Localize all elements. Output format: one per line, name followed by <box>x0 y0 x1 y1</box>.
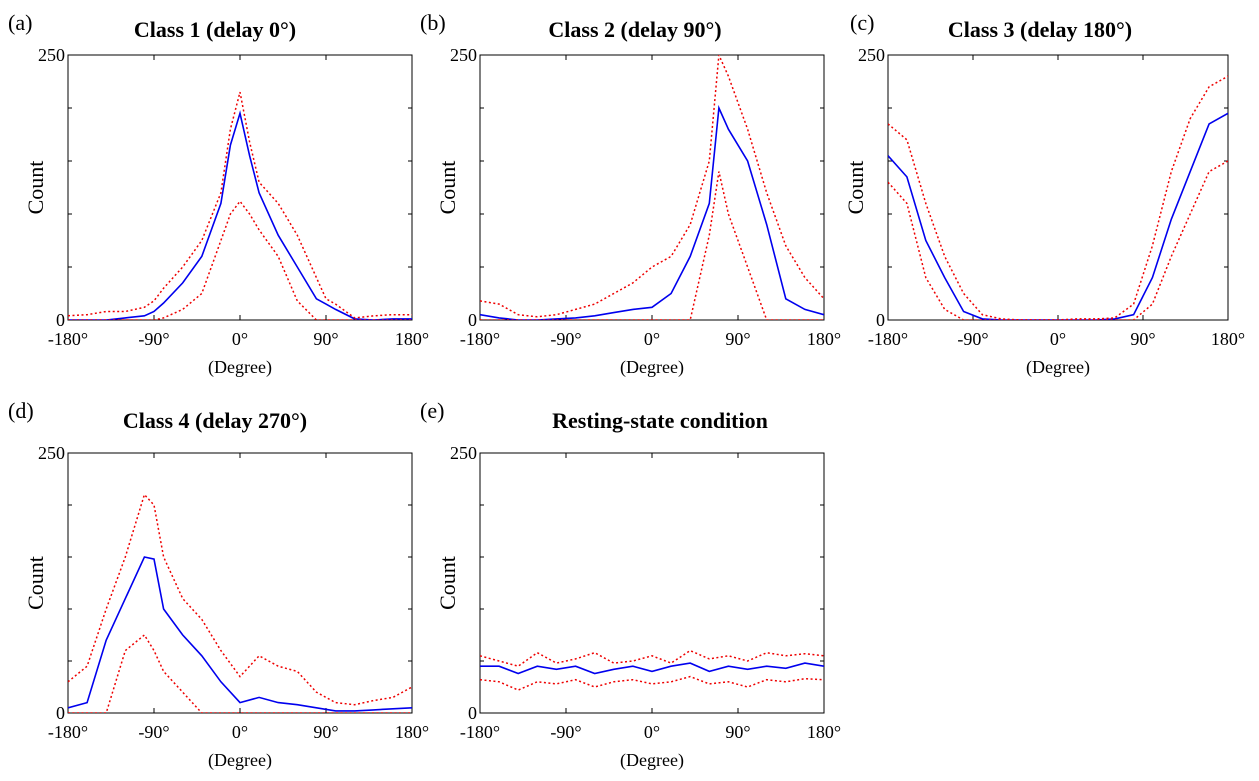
x-tick-label: 90° <box>313 329 338 349</box>
panel-letter: (b) <box>420 10 446 35</box>
y-axis-label: Count <box>435 161 460 215</box>
panel-d: (d) Class 4 (delay 270°) -180° -90° 0° 90° 180… <box>8 398 429 771</box>
y-axis-label: Count <box>23 556 48 610</box>
axes-frame <box>67 54 413 321</box>
x-tick-label: -90° <box>138 722 169 742</box>
x-tick-label: -90° <box>957 329 988 349</box>
y-tick-label: 250 <box>858 45 885 65</box>
panel-a: (a) Class 1 (delay 0°) -180° -90° 0° 90° 180° 0… <box>8 10 429 378</box>
chart-title: Class 1 (delay 0°) <box>134 17 296 42</box>
series-line-mean <box>68 110 412 320</box>
series-line-bound <box>480 55 824 318</box>
x-tick-label: 90° <box>313 722 338 742</box>
axes-frame <box>67 452 413 714</box>
series-line-bound <box>480 675 824 691</box>
x-tick-label: 0° <box>644 329 660 349</box>
x-tick-label: 0° <box>232 329 248 349</box>
series-line-mean <box>888 112 1228 320</box>
x-axis-label: (Degree) <box>620 357 684 378</box>
x-tick-label: -180° <box>48 329 88 349</box>
series-line-mean <box>480 662 824 675</box>
x-tick-label: 0° <box>232 722 248 742</box>
series-line-bound <box>888 160 1228 320</box>
panel-c: (c) Class 3 (delay 180°) -180° -90° 0° 90° 180… <box>843 10 1245 378</box>
y-axis-label: Count <box>23 161 48 215</box>
x-tick-label: -180° <box>460 722 500 742</box>
chart-title: Class 3 (delay 180°) <box>948 17 1132 42</box>
panel-letter: (e) <box>420 398 444 423</box>
x-tick-label: -90° <box>138 329 169 349</box>
series-line-bound <box>480 649 824 668</box>
x-axis-label: (Degree) <box>208 357 272 378</box>
x-tick-label: 90° <box>725 329 750 349</box>
y-tick-label: 0 <box>56 310 65 330</box>
y-tick-label: 250 <box>38 45 65 65</box>
chart-title: Resting-state condition <box>552 408 768 433</box>
x-tick-label: -180° <box>868 329 908 349</box>
x-tick-label: 90° <box>725 722 750 742</box>
axes-frame <box>887 54 1229 321</box>
chart-title: Class 2 (delay 90°) <box>548 17 721 42</box>
chart-title: Class 4 (delay 270°) <box>123 408 307 433</box>
x-axis-label: (Degree) <box>208 750 272 771</box>
series-line-bound <box>68 200 412 320</box>
series-line-mean <box>480 104 824 320</box>
panel-letter: (a) <box>8 10 32 35</box>
panel-e: (e) Resting-state condition -180° -90° 0° 90°… <box>420 398 841 771</box>
axes-frame <box>479 54 825 321</box>
y-tick-label: 250 <box>38 443 65 463</box>
series-line-bound <box>68 493 412 706</box>
panel-letter: (d) <box>8 398 34 423</box>
x-tick-label: -180° <box>48 722 88 742</box>
series-line-mean <box>68 556 412 712</box>
x-tick-label: 180° <box>807 329 841 349</box>
series-line-bound <box>888 75 1228 320</box>
x-tick-label: -90° <box>550 329 581 349</box>
x-tick-label: -90° <box>550 722 581 742</box>
x-tick-label: 0° <box>644 722 660 742</box>
y-tick-label: 0 <box>468 310 477 330</box>
series-line-bound <box>68 91 412 319</box>
x-axis-label: (Degree) <box>1026 357 1090 378</box>
x-tick-label: 0° <box>1050 329 1066 349</box>
panel-b: (b) Class 2 (delay 90°) -180° -90° 0° 90° 180°… <box>420 10 841 378</box>
x-tick-label: 180° <box>395 722 429 742</box>
panel-letter: (c) <box>850 10 874 35</box>
y-tick-label: 250 <box>450 443 477 463</box>
y-tick-label: 0 <box>876 310 885 330</box>
x-tick-label: 180° <box>1211 329 1245 349</box>
y-tick-label: 0 <box>468 703 477 723</box>
series-line-bound <box>68 633 412 713</box>
x-tick-label: 180° <box>807 722 841 742</box>
y-tick-label: 0 <box>56 703 65 723</box>
x-tick-label: -180° <box>460 329 500 349</box>
x-axis-label: (Degree) <box>620 750 684 771</box>
y-axis-label: Count <box>843 161 868 215</box>
y-tick-label: 250 <box>450 45 477 65</box>
y-axis-label: Count <box>435 556 460 610</box>
x-tick-label: 180° <box>395 329 429 349</box>
x-tick-label: 90° <box>1130 329 1155 349</box>
axes-frame <box>479 452 825 714</box>
